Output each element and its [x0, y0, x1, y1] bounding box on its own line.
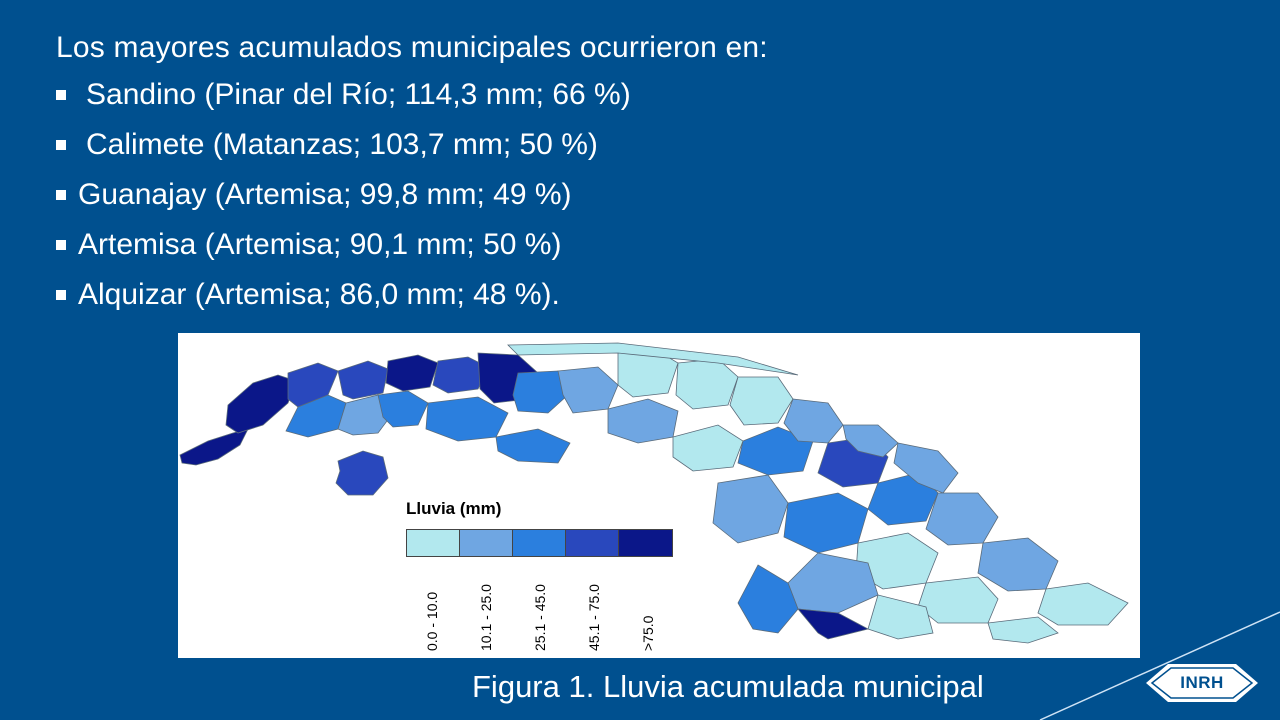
municipality-region — [495, 428, 571, 464]
bullet-text: Artemisa (Artemisa; 90,1 mm; 50 %) — [78, 228, 562, 261]
bullet-square-icon — [56, 190, 66, 200]
legend-class-label: >75.0 — [640, 615, 656, 651]
bullet-item-artemisa: Artemisa (Artemisa; 90,1 mm; 50 %) — [56, 226, 631, 264]
rainfall-map-figure: Lluvia (mm) 0.0 - 10.0 10.1 - 25.0 25.1 - … — [178, 333, 1140, 658]
bullet-text: Calimete (Matanzas; 103,7 mm; 50 %) — [86, 128, 598, 161]
legend-swatch — [407, 530, 460, 556]
municipality-region — [729, 376, 794, 426]
municipality-region — [432, 356, 489, 394]
legend-class-label: 0.0 - 10.0 — [424, 591, 440, 651]
municipality-region — [425, 396, 509, 442]
bullet-square-icon — [56, 240, 66, 250]
municipality-region — [925, 492, 999, 546]
municipality-region — [225, 374, 297, 434]
municipality-region — [607, 398, 679, 444]
legend-swatch — [460, 530, 513, 556]
bullet-text: Sandino (Pinar del Río; 114,3 mm; 66 %) — [86, 78, 631, 111]
legend-class-label: 45.1 - 75.0 — [586, 584, 602, 651]
bullet-item-guanajay: Guanajay (Artemisa; 99,8 mm; 49 %) — [56, 176, 631, 214]
municipality-region — [977, 537, 1059, 592]
municipality-region — [787, 552, 879, 614]
municipality-region — [675, 358, 739, 410]
municipality-region — [987, 616, 1059, 644]
legend-title: Lluvia (mm) — [406, 499, 502, 518]
municipality-region — [507, 342, 799, 376]
bullet-list: Sandino (Pinar del Río; 114,3 mm; 66 %) … — [56, 76, 631, 326]
legend-labels: 0.0 - 10.0 10.1 - 25.0 25.1 - 45.0 45.1 - 7… — [406, 561, 676, 651]
bullet-square-icon — [56, 140, 66, 150]
municipality-region — [783, 492, 869, 554]
cuba-map-svg — [179, 342, 1129, 644]
municipality-region — [712, 474, 789, 544]
logo-text: INRH — [1180, 673, 1224, 692]
municipality-region — [737, 426, 814, 476]
municipality-region — [1037, 582, 1129, 626]
municipality-region — [179, 428, 249, 466]
legend-swatch — [566, 530, 619, 556]
legend-swatch — [513, 530, 566, 556]
legend-class-label: 10.1 - 25.0 — [478, 584, 494, 651]
intro-text: Los mayores acumulados municipales ocurr… — [56, 31, 768, 64]
legend-swatch — [619, 530, 672, 556]
bullet-text: Alquizar (Artemisa; 86,0 mm; 48 %). — [78, 278, 560, 311]
municipality-region — [867, 594, 934, 640]
bullet-text: Guanajay (Artemisa; 99,8 mm; 49 %) — [78, 178, 572, 211]
municipality-region — [337, 360, 389, 400]
municipality-region — [557, 366, 619, 414]
municipality-region — [737, 564, 799, 634]
bullet-square-icon — [56, 290, 66, 300]
municipality-region — [672, 424, 744, 472]
municipality-region — [797, 608, 870, 640]
municipality-region — [377, 390, 429, 428]
bullet-square-icon — [56, 90, 66, 100]
inrh-logo: INRH — [1146, 660, 1258, 706]
legend-color-bar — [406, 529, 673, 557]
figure-caption: Figura 1. Lluvia acumulada municipal — [472, 669, 984, 704]
municipality-region — [335, 450, 389, 496]
bullet-item-alquizar: Alquizar (Artemisa; 86,0 mm; 48 %). — [56, 276, 631, 314]
bullet-item-calimete: Calimete (Matanzas; 103,7 mm; 50 %) — [56, 126, 631, 164]
municipal-borders — [507, 342, 799, 376]
municipality-region — [917, 576, 999, 624]
bullet-item-sandino: Sandino (Pinar del Río; 114,3 mm; 66 %) — [56, 76, 631, 114]
municipality-region — [385, 354, 439, 392]
map-regions — [179, 350, 1129, 644]
legend-class-label: 25.1 - 45.0 — [532, 584, 548, 651]
logo-hexagon-icon — [1146, 664, 1258, 702]
municipality-region — [842, 424, 899, 458]
